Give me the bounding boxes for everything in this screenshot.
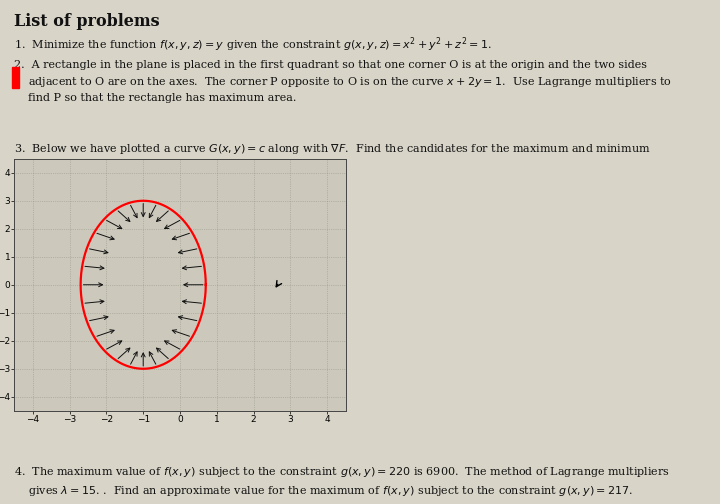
FancyBboxPatch shape — [12, 67, 19, 88]
Text: 2.  A rectangle in the plane is placed in the first quadrant so that one corner : 2. A rectangle in the plane is placed in… — [14, 60, 672, 103]
Text: List of problems: List of problems — [14, 13, 160, 30]
Text: 3.  Below we have plotted a curve $G(x,y) = c$ along with $\nabla F$.  Find the : 3. Below we have plotted a curve $G(x,y)… — [14, 142, 651, 175]
Text: 4.  The maximum value of $f(x,y)$ subject to the constraint $g(x,y) = 220$ is 69: 4. The maximum value of $f(x,y)$ subject… — [14, 465, 670, 497]
Text: 1.  Minimize the function $f(x,y,z) = y$ given the constraint $g(x,y,z) = x^2 + : 1. Minimize the function $f(x,y,z) = y$ … — [14, 35, 492, 54]
